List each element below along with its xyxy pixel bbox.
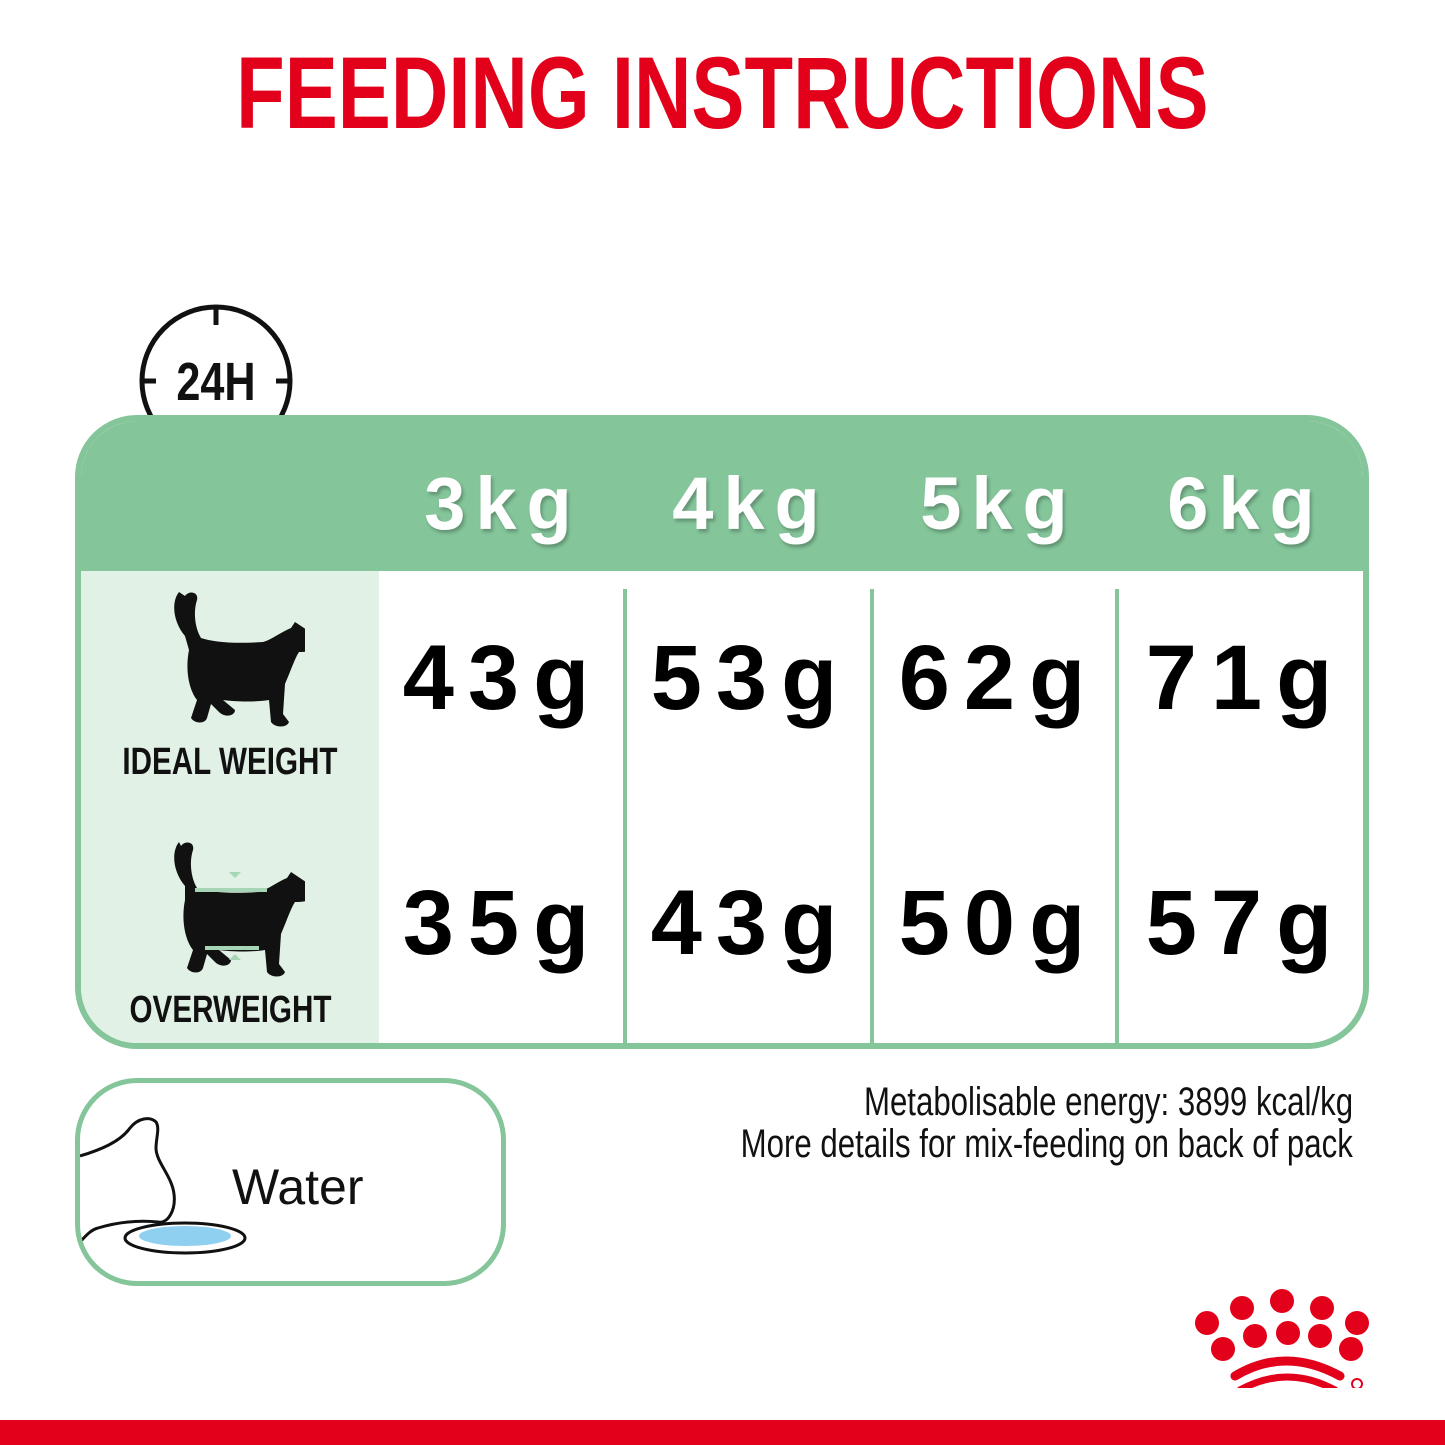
value-overweight-6kg: 57g (1145, 872, 1347, 974)
value-overweight-3kg: 35g (402, 872, 604, 974)
value-ideal-3kg: 43g (402, 627, 604, 729)
royal-canin-crown-logo (1195, 1289, 1369, 1388)
column-header-4kg: 4kg (672, 462, 830, 545)
table-header (81, 421, 1363, 571)
clock-label: 24H (176, 353, 255, 413)
row-label-overweight: OVERWEIGHT (128, 989, 332, 1031)
cat-ideal-weight-icon (174, 592, 305, 727)
water-label: Water (232, 1159, 364, 1215)
column-divider (1115, 589, 1119, 1043)
cat-drinking-water-icon (80, 1117, 247, 1255)
column-header-6kg: 6kg (1167, 462, 1325, 545)
feeding-table: 3kg 4kg 5kg 6kg IDEAL WEIGHT OVERWEIGHT … (75, 415, 1369, 1049)
mix-feeding-text: More details for mix-feeding on back of … (740, 1122, 1353, 1166)
metabolisable-energy-text: Metabolisable energy: 3899 kcal/kg (863, 1080, 1353, 1124)
cat-overweight-icon (174, 842, 305, 977)
value-overweight-5kg: 50g (898, 872, 1100, 974)
column-divider (870, 589, 874, 1043)
value-ideal-4kg: 53g (650, 627, 852, 729)
column-divider (623, 589, 627, 1043)
value-ideal-6kg: 71g (1145, 627, 1347, 729)
column-header-3kg: 3kg (424, 462, 582, 545)
value-ideal-5kg: 62g (898, 627, 1100, 729)
value-overweight-4kg: 43g (650, 872, 852, 974)
water-box: Water (75, 1078, 506, 1286)
page-title: FEEDING INSTRUCTIONS (236, 36, 1209, 150)
bottom-brand-bar (0, 1420, 1445, 1445)
row-label-ideal-weight: IDEAL WEIGHT (122, 741, 338, 783)
column-header-5kg: 5kg (920, 462, 1078, 545)
